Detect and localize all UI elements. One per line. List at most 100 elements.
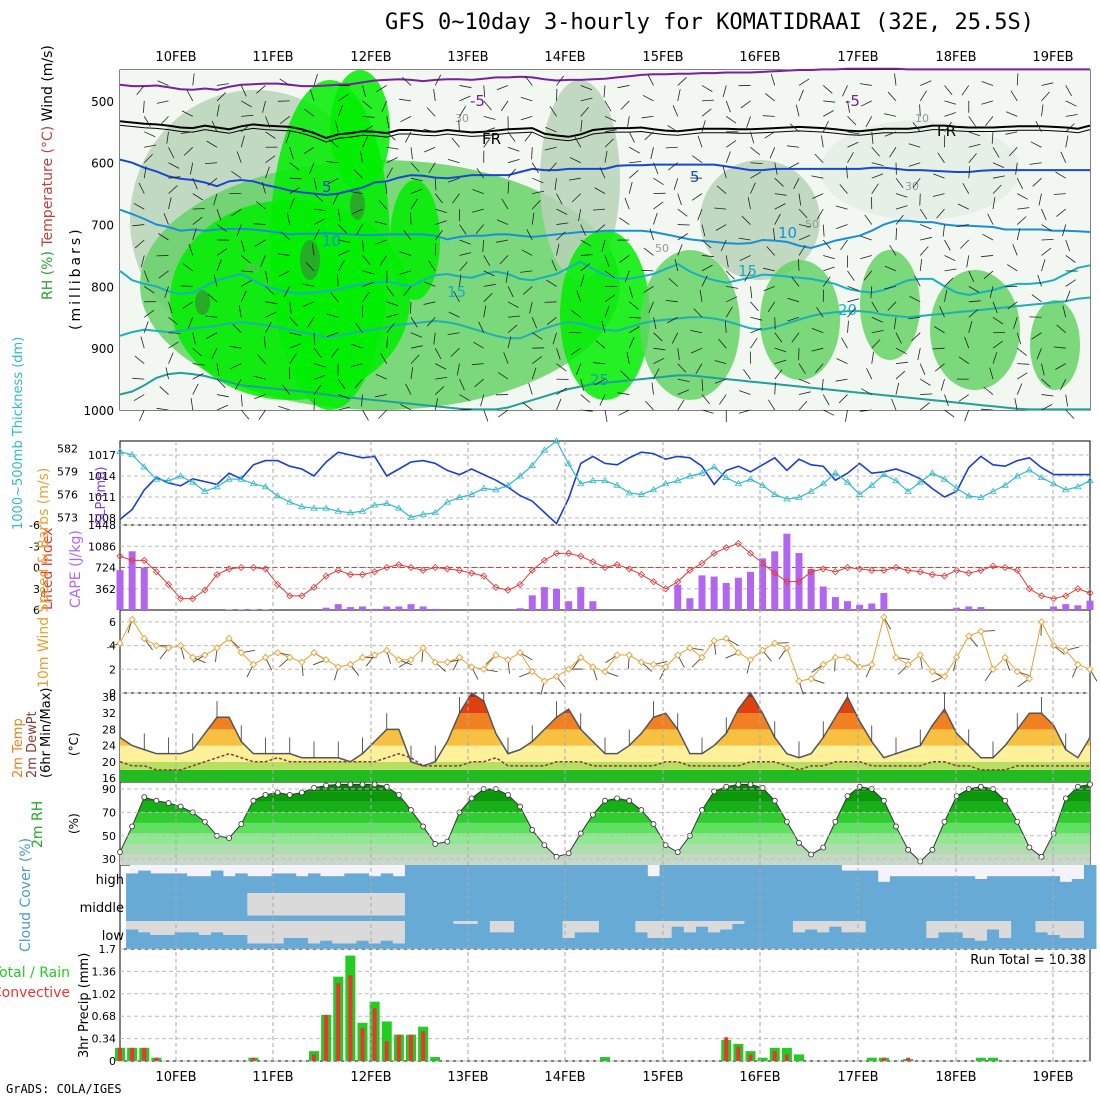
rh-ylabel: 2m RH xyxy=(30,801,46,848)
wind-barb xyxy=(860,255,872,260)
cloud-cell-high xyxy=(332,876,345,893)
wind-barb xyxy=(641,115,654,119)
wind-barb xyxy=(774,382,776,395)
wind-barb xyxy=(909,296,921,303)
rh-band xyxy=(120,854,1090,865)
wind-tick: 6 xyxy=(109,616,116,629)
cloud-cell-middle xyxy=(259,915,272,921)
wind-barb xyxy=(580,85,593,91)
precip-convective-bar xyxy=(906,1057,911,1061)
wind-barb xyxy=(936,208,945,219)
li-point xyxy=(468,569,476,577)
wind-barb xyxy=(992,340,1003,349)
wind-barb xyxy=(920,378,931,386)
wind-barb xyxy=(458,119,460,132)
thickness-point xyxy=(771,490,779,497)
wind-barb xyxy=(1056,208,1067,217)
wind-barb xyxy=(592,362,606,365)
thickness-point xyxy=(1025,466,1034,473)
cloud-cell-middle xyxy=(829,893,842,921)
wind-barb xyxy=(452,193,460,204)
precip-convective-bar xyxy=(748,1054,753,1061)
wind-barb xyxy=(507,181,510,194)
wind-barb xyxy=(715,224,727,231)
wind-barb xyxy=(529,301,533,314)
wind-point xyxy=(419,644,427,652)
cloud-cell-low-clear xyxy=(198,921,212,935)
li-point xyxy=(746,549,755,557)
rh-point xyxy=(662,842,669,849)
wind-barb xyxy=(351,343,363,349)
li-point xyxy=(552,549,561,557)
wind-barb xyxy=(386,286,395,297)
wind-barb xyxy=(216,83,229,86)
precip-convective-bar xyxy=(396,1034,401,1061)
li-point xyxy=(601,563,609,572)
li-point xyxy=(431,563,439,572)
wind-barb xyxy=(570,347,581,356)
wind-barb xyxy=(426,107,436,117)
li-ylabel: Lifted Index xyxy=(40,528,56,610)
cloud-cell-high xyxy=(902,876,915,893)
wind-barb xyxy=(944,255,956,262)
temp-tick: 20 xyxy=(102,756,116,769)
rh-point xyxy=(201,818,208,825)
wind-point xyxy=(710,637,718,645)
temp-ylabel-1: 2m DewPt xyxy=(25,711,40,778)
rh-point xyxy=(468,795,475,802)
rh-region xyxy=(195,290,210,315)
wind-barb xyxy=(919,104,921,117)
wind-barb xyxy=(192,383,199,395)
wind-barb xyxy=(793,178,800,190)
wind-barb xyxy=(847,298,860,303)
cloud-cell-high xyxy=(126,873,139,893)
wind-barb xyxy=(620,100,630,110)
cloud-cell-middle xyxy=(659,893,673,921)
thickness-point xyxy=(625,489,633,496)
wind-barb xyxy=(355,322,363,333)
contour-label: -5 xyxy=(470,92,485,110)
wind-barb xyxy=(770,73,776,86)
wind-barb xyxy=(143,116,151,127)
thickness-point xyxy=(395,504,403,511)
wind-barb xyxy=(958,356,969,364)
date-label-top-11FEB: 11FEB xyxy=(252,50,293,65)
wind-barb xyxy=(847,141,859,148)
wind-barb xyxy=(144,144,157,148)
wind-barb xyxy=(968,320,973,333)
wind-barb xyxy=(835,378,848,382)
cloud-cell-middle xyxy=(950,893,964,921)
rh-point xyxy=(323,782,330,789)
thickness-point xyxy=(492,486,500,493)
wind-point xyxy=(771,639,779,647)
slp-tick: 1011 xyxy=(88,491,116,504)
cloud-cell-middle xyxy=(477,893,491,921)
wind-barb xyxy=(719,394,727,405)
wind-point xyxy=(1062,646,1070,654)
wind-barb xyxy=(164,286,169,298)
cloud-cell-low xyxy=(404,921,418,949)
cloud-cell-low xyxy=(501,932,515,949)
cloud-cell-low-clear xyxy=(223,921,236,935)
wind-barb xyxy=(743,369,751,380)
cape-bar xyxy=(249,609,257,610)
wind-barb xyxy=(282,384,291,395)
wind-barb xyxy=(750,286,753,299)
date-label-bottom-10FEB: 10FEB xyxy=(155,1070,196,1085)
cloud-cell-low-clear xyxy=(150,921,163,935)
wind-barb xyxy=(653,357,665,364)
wind-barb xyxy=(750,162,763,164)
wind-barb xyxy=(1006,111,1018,117)
wind-barb xyxy=(472,208,484,213)
date-label-top-19FEB: 19FEB xyxy=(1032,50,1073,65)
rh-region xyxy=(860,250,920,360)
wind-barb xyxy=(168,332,181,334)
rh-point xyxy=(420,823,427,830)
wind-barb xyxy=(216,363,220,376)
wind-barb xyxy=(549,106,557,117)
cloud-cell-high xyxy=(865,870,879,893)
wind-barb xyxy=(386,146,399,150)
wind-barb xyxy=(992,175,1005,179)
cloud-cell-low xyxy=(150,935,163,949)
